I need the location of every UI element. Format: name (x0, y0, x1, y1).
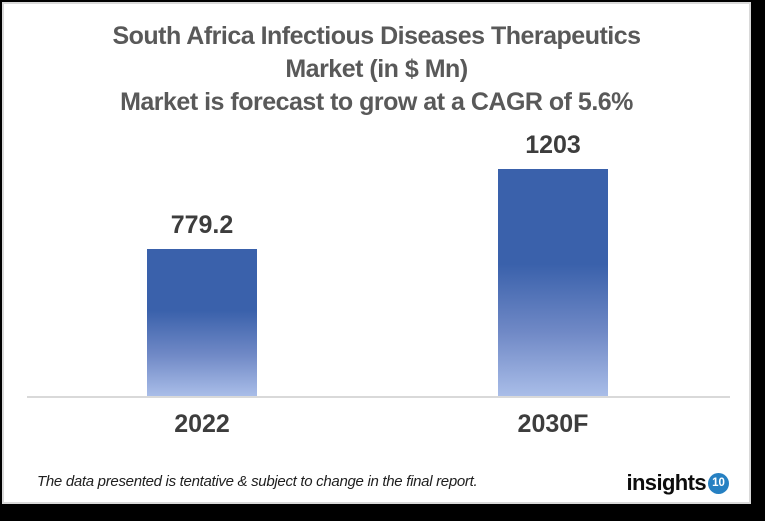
chart-area: South Africa Infectious Diseases Therape… (4, 4, 749, 502)
insights10-logo: insights 10 (626, 470, 729, 496)
bar-value-label-2030f: 1203 (525, 131, 581, 159)
bar-2022 (147, 249, 257, 396)
chart-title-subtitle: Market is forecast to grow at a CAGR of … (120, 88, 633, 116)
bar-group-2030f: 1203 (498, 130, 608, 396)
logo-badge: 10 (708, 472, 729, 494)
chart-card: South Africa Infectious Diseases Therape… (2, 2, 751, 504)
x-axis-line (27, 396, 730, 398)
x-axis-label-2030f: 2030F (517, 410, 589, 438)
bar-value-label-2022: 779.2 (170, 211, 234, 239)
x-axis-label-2022: 2022 (174, 410, 230, 438)
disclaimer-text: The data presented is tentative & subjec… (37, 473, 478, 490)
chart-title-line1: South Africa Infectious Diseases Therape… (112, 22, 641, 50)
logo-text: insights (626, 470, 706, 495)
bar-2030f (498, 169, 608, 396)
chart-title: South Africa Infectious Diseases Therape… (4, 20, 749, 119)
bar-group-2022: 779.2 (147, 210, 257, 396)
chart-title-line2: Market (in $ Mn) (285, 55, 468, 83)
